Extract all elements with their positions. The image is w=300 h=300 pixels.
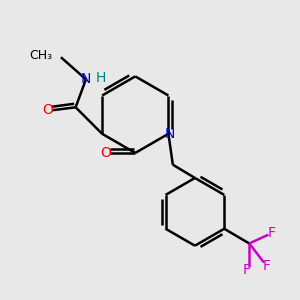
Text: F: F — [242, 263, 250, 277]
Text: N: N — [165, 127, 175, 141]
Text: O: O — [42, 103, 53, 117]
Text: F: F — [267, 226, 275, 240]
Text: F: F — [263, 259, 271, 273]
Text: N: N — [81, 72, 91, 86]
Text: O: O — [100, 146, 111, 160]
Text: H: H — [96, 71, 106, 85]
Text: CH₃: CH₃ — [29, 49, 53, 62]
